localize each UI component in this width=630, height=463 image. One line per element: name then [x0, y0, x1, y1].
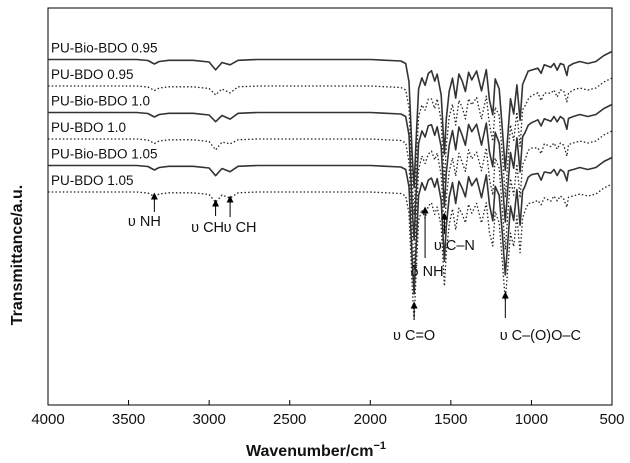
series-line	[48, 50, 613, 189]
x-axis-label-text: Wavenumber/cm	[246, 443, 373, 460]
y-axis-label: Transmittance/a.u.	[9, 185, 26, 326]
plot-frame	[47, 7, 613, 406]
x-tick-label: 500	[599, 411, 624, 428]
peak-annotation: υ C=O	[393, 328, 435, 344]
peak-annotation: δ NH	[411, 264, 444, 280]
series-line	[48, 77, 613, 215]
plot-area	[47, 7, 613, 406]
x-tick-label: 2000	[354, 411, 387, 428]
x-tick-label: 1000	[515, 411, 548, 428]
peak-annotation: υ C–(O)O–C	[500, 328, 581, 344]
x-axis: 4000 3500 3000 2500 2000 1500 1000 500	[31, 400, 625, 428]
x-tick-label: 1500	[434, 411, 467, 428]
series-line	[48, 130, 613, 267]
x-axis-label: Wavenumber/cm−1	[246, 440, 386, 460]
series-line	[48, 156, 613, 295]
spectrum-curves	[48, 50, 613, 322]
x-tick-label: 3500	[112, 411, 145, 428]
x-axis-label-superscript: −1	[373, 440, 386, 452]
peak-annotation: υ NH	[128, 214, 161, 230]
peak-annotation: υ C–N	[434, 238, 475, 254]
x-tick-label: 3000	[192, 411, 225, 428]
series-label: PU-BDO 1.05	[51, 173, 134, 188]
series-line	[48, 103, 613, 241]
series-label: PU-Bio-BDO 1.05	[51, 147, 158, 162]
x-tick-label: 4000	[31, 411, 64, 428]
series-labels: PU-Bio-BDO 0.95 PU-BDO 0.95 PU-Bio-BDO 1.0…	[51, 41, 158, 189]
peak-annotation: υ CH	[224, 220, 257, 236]
series-label: PU-Bio-BDO 1.0	[51, 94, 150, 109]
series-label: PU-BDO 1.0	[51, 120, 126, 135]
peak-annotations: υ NH υ CH υ CH υ C=O δ NH υ C–N υ C–(O)O–C	[128, 192, 581, 344]
x-tick-label: 2500	[273, 411, 306, 428]
series-label: PU-BDO 0.95	[51, 67, 134, 82]
peak-annotation: υ CH	[191, 220, 224, 236]
series-line	[48, 183, 613, 322]
series-label: PU-Bio-BDO 0.95	[51, 41, 158, 56]
